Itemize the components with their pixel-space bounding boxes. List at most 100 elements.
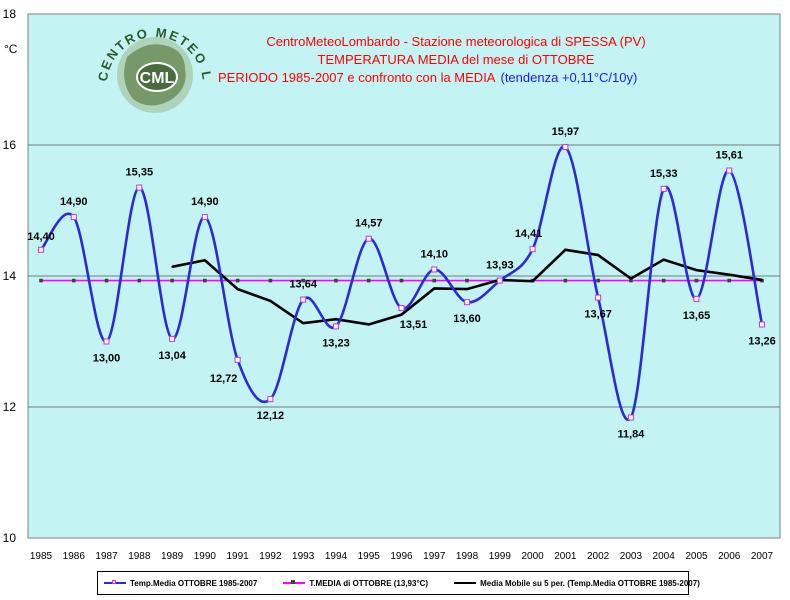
- data-label-2005: 13,65: [683, 310, 711, 322]
- legend-label-temp: Temp.Media OTTOBRE 1985-2007: [130, 578, 258, 588]
- gridlines: [28, 144, 780, 408]
- data-labels: 14,40 14,90 13,00 15,35 13,04 14,90 12,72 12,12…: [27, 126, 776, 441]
- legend-swatch-mean: [283, 578, 306, 588]
- mean-point-1991: [235, 278, 240, 283]
- y-tick-16: 16: [3, 138, 17, 152]
- y-tick-12: 12: [3, 400, 17, 414]
- x-tick-1997: 1997: [423, 551, 446, 562]
- x-tick-1985: 1985: [30, 551, 53, 562]
- chart-title-line-3: PERIODO 1985-2007 e confronto con la MED…: [218, 70, 637, 85]
- x-tick-1989: 1989: [161, 551, 184, 562]
- data-label-1995: 14,57: [355, 218, 383, 230]
- temp-point-2001: [562, 143, 569, 150]
- moving-average-point-2002: [597, 254, 599, 256]
- x-tick-2007: 2007: [751, 551, 774, 562]
- x-tick-1993: 1993: [292, 551, 315, 562]
- temp-point-1995: [365, 235, 372, 242]
- data-label-2007: 13,26: [748, 335, 776, 347]
- data-label-2001: 15,97: [552, 126, 580, 138]
- data-label-2000: 14,41: [515, 228, 543, 240]
- temp-point-1985: [38, 246, 44, 253]
- mean-point-1987: [104, 278, 109, 283]
- data-label-1990: 14,90: [191, 196, 219, 208]
- moving-average-point-1992: [269, 300, 272, 302]
- temp-point-2003: [627, 414, 634, 421]
- moving-average-point-2005: [695, 269, 698, 271]
- x-tick-1995: 1995: [358, 551, 381, 562]
- moving-average-point-2003: [630, 277, 632, 280]
- x-tick-1998: 1998: [456, 551, 479, 562]
- mean-point-1996: [399, 278, 404, 283]
- temp-point-1993: [300, 296, 307, 303]
- chart-title-line-2: TEMPERATURA MEDIA del mese di OTTOBRE: [318, 52, 595, 67]
- moving-average-point-2004: [662, 258, 665, 261]
- legend-swatch-moving-average: [454, 578, 477, 588]
- data-label-2002: 13,67: [584, 309, 612, 321]
- moving-average-point-1998: [466, 288, 468, 290]
- data-label-2006: 15,61: [715, 150, 743, 162]
- mean-point-2006: [727, 278, 732, 283]
- temp-point-2004: [660, 185, 667, 192]
- x-tick-labels: 1985 1986 1987 1988 1989 1990 1991 1992 1993 1994…: [30, 551, 774, 562]
- legend-label-moving-average: Media Mobile su 5 per. (Temp.Media OTTOB…: [480, 578, 700, 588]
- mean-point-1990: [203, 278, 207, 283]
- mean-point-1997: [432, 278, 437, 283]
- data-label-1992: 12,12: [257, 410, 285, 422]
- x-tick-1987: 1987: [95, 551, 118, 562]
- temp-point-1990: [201, 214, 208, 221]
- temp-point-2002: [595, 294, 602, 301]
- moving-average-point-2001: [564, 249, 567, 251]
- moving-average-point-1993: [302, 322, 304, 324]
- temp-point-1987: [103, 338, 110, 345]
- x-tick-2003: 2003: [620, 551, 643, 562]
- mean-point-1995: [366, 278, 371, 283]
- x-tick-2004: 2004: [653, 551, 676, 562]
- moving-average-point-1996: [400, 313, 403, 316]
- data-label-2003: 11,84: [617, 428, 645, 440]
- temp-point-2000: [529, 246, 536, 253]
- moving-average-point-1997: [433, 287, 436, 290]
- chart-title-line-1: CentroMeteoLombardo - Stazione meteorolo…: [266, 34, 645, 49]
- moving-average-point-1989: [171, 266, 173, 268]
- mean-point-1986: [71, 278, 76, 283]
- mean-point-2003: [629, 278, 633, 283]
- temp-point-1998: [464, 299, 471, 306]
- moving-average-point-1991: [236, 288, 239, 290]
- moving-average-point-1995: [367, 323, 370, 326]
- mean-point-2005: [694, 278, 699, 283]
- mean-point-1998: [465, 278, 469, 283]
- data-label-2004: 15,33: [650, 168, 678, 180]
- logo-text: CML: [140, 70, 175, 87]
- moving-average-point-2006: [728, 273, 731, 276]
- x-tick-1996: 1996: [390, 551, 413, 562]
- x-tick-2002: 2002: [587, 551, 610, 562]
- legend-label-mean: T.MEDIA di OTTOBRE (13,93°C): [309, 578, 429, 588]
- legend: Temp.Media OTTOBRE 1985-2007 T.MEDIA di …: [97, 571, 700, 595]
- mean-point-2001: [563, 278, 568, 283]
- moving-average-point-2000: [531, 280, 534, 283]
- data-label-1996: 13,51: [400, 319, 428, 331]
- data-label-1986: 14,90: [60, 196, 88, 208]
- y-axis-label: °C: [4, 42, 18, 56]
- x-tick-1990: 1990: [194, 551, 217, 562]
- data-label-1991: 12,72: [210, 373, 238, 385]
- data-label-1985: 14,40: [27, 231, 55, 243]
- legend-item-temp: Temp.Media OTTOBRE 1985-2007: [104, 578, 257, 588]
- y-tick-labels: 10 12 14 16 18: [3, 7, 17, 545]
- temp-point-1989: [169, 335, 176, 342]
- legend-item-moving-average: Media Mobile su 5 per. (Temp.Media OTTOB…: [454, 578, 700, 588]
- temp-point-1988: [136, 184, 143, 191]
- x-tick-1992: 1992: [259, 551, 282, 562]
- data-label-1994: 13,23: [322, 337, 350, 349]
- mean-point-1989: [170, 278, 174, 283]
- temp-point-2005: [693, 295, 700, 302]
- mean-point-1988: [137, 278, 142, 283]
- data-label-1997: 14,10: [421, 248, 449, 260]
- series-temp-media: [38, 143, 765, 422]
- mean-point-2002: [596, 278, 600, 283]
- x-tick-1988: 1988: [128, 551, 151, 562]
- temp-point-1986: [70, 214, 77, 221]
- temp-point-1997: [431, 266, 438, 273]
- x-tick-1986: 1986: [63, 551, 86, 562]
